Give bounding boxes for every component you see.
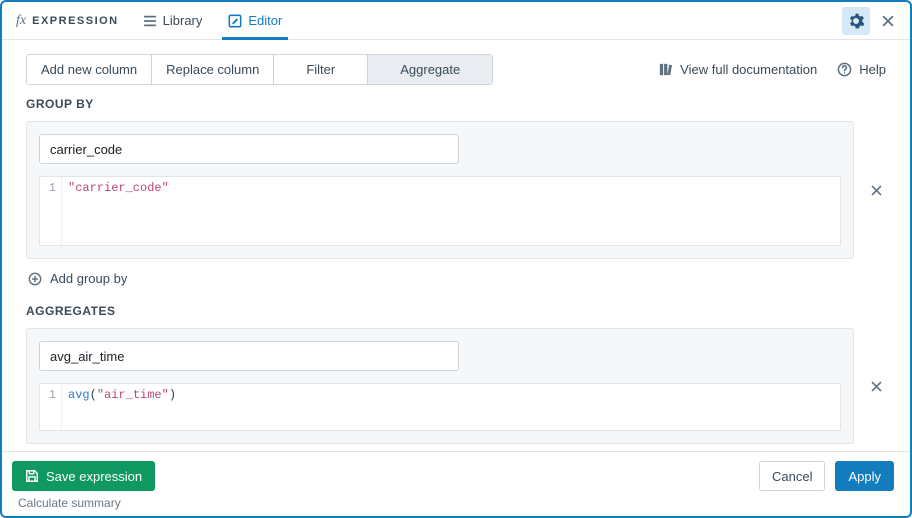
code-token-fn: avg [68,388,90,402]
code-line: "carrier_code" [62,177,175,245]
library-icon [143,14,157,28]
aggregates-heading: AGGREGATES [26,304,886,318]
tab-library[interactable]: Library [137,2,209,40]
add-group-by-label: Add group by [50,271,127,286]
remove-aggregate-button[interactable] [866,380,886,393]
code-token-string: "carrier_code" [68,181,169,195]
gear-icon [848,13,864,29]
save-label: Save expression [46,469,142,484]
settings-button[interactable] [842,7,870,35]
mode-add-new-column[interactable]: Add new column [27,55,152,84]
code-line: avg("air_time") [62,384,182,430]
line-number: 1 [40,384,62,430]
plus-circle-icon [28,272,42,286]
apply-label: Apply [848,469,881,484]
view-docs-link[interactable]: View full documentation [658,62,817,77]
expression-editor-panel: fx EXPRESSION Library Editor Add new col… [0,0,912,518]
add-group-by-button[interactable]: Add group by [28,271,886,286]
footer: Save expression Cancel Apply Calculate s… [2,451,910,516]
code-token-punc: ) [169,388,176,402]
mode-aggregate[interactable]: Aggregate [368,55,492,84]
code-token-string: "air_time" [97,388,169,402]
help-link[interactable]: Help [837,62,886,77]
mode-segment-group: Add new column Replace column Filter Agg… [26,54,493,85]
line-number: 1 [40,177,62,245]
footer-hint: Calculate summary [12,496,894,510]
help-label: Help [859,62,886,77]
aggregate-block: 1 avg("air_time") [26,328,854,444]
close-icon [881,14,895,28]
help-icon [837,62,852,77]
group-by-code-editor[interactable]: 1 "carrier_code" [39,176,841,246]
cancel-button[interactable]: Cancel [759,461,825,491]
close-icon [870,184,883,197]
tab-editor[interactable]: Editor [222,2,288,40]
tab-library-label: Library [163,13,203,28]
code-token-punc: ( [90,388,97,402]
edit-icon [228,14,242,28]
editor-content: GROUP BY 1 "carrier_code" Add group by A… [2,97,910,451]
close-icon [870,380,883,393]
mode-replace-column[interactable]: Replace column [152,55,274,84]
expression-heading: fx EXPRESSION [16,13,119,29]
aggregate-name-input[interactable] [39,341,459,371]
action-toolbar: Add new column Replace column Filter Agg… [2,40,910,97]
group-by-heading: GROUP BY [26,97,886,111]
cancel-label: Cancel [772,469,812,484]
docs-icon [658,62,673,77]
close-button[interactable] [876,9,900,33]
group-by-row: 1 "carrier_code" [26,121,886,259]
group-by-block: 1 "carrier_code" [26,121,854,259]
expression-label: EXPRESSION [32,15,119,27]
tab-editor-label: Editor [248,13,282,28]
fx-icon: fx [16,13,26,29]
mode-filter[interactable]: Filter [274,55,368,84]
aggregate-row: 1 avg("air_time") [26,328,886,444]
save-expression-button[interactable]: Save expression [12,461,155,491]
apply-button[interactable]: Apply [835,461,894,491]
save-icon [25,469,39,483]
view-docs-label: View full documentation [680,62,817,77]
group-by-name-input[interactable] [39,134,459,164]
aggregate-code-editor[interactable]: 1 avg("air_time") [39,383,841,431]
remove-group-by-button[interactable] [866,184,886,197]
top-bar: fx EXPRESSION Library Editor [2,2,910,40]
